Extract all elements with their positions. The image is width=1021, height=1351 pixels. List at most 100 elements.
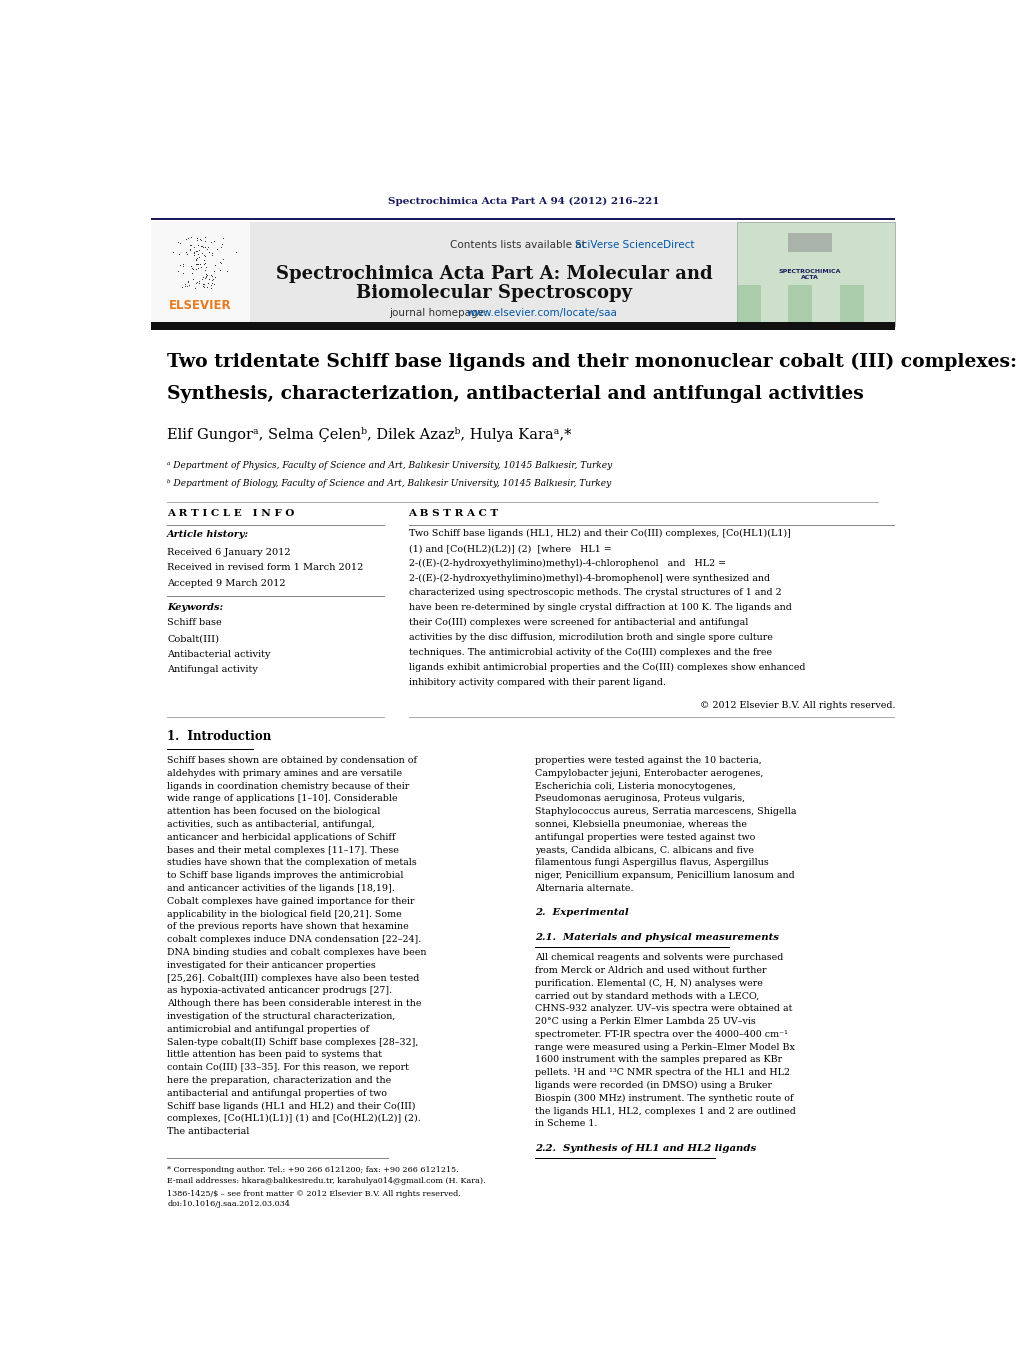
Text: A R T I C L E   I N F O: A R T I C L E I N F O — [167, 509, 295, 519]
Text: little attention has been paid to systems that: little attention has been paid to system… — [167, 1050, 382, 1059]
Text: ligands were recorded (in DMSO) using a Bruker: ligands were recorded (in DMSO) using a … — [535, 1081, 772, 1090]
Text: © 2012 Elsevier B.V. All rights reserved.: © 2012 Elsevier B.V. All rights reserved… — [699, 701, 895, 711]
Text: spectrometer. FT-IR spectra over the 4000–400 cm⁻¹: spectrometer. FT-IR spectra over the 400… — [535, 1029, 788, 1039]
Text: Cobalt complexes have gained importance for their: Cobalt complexes have gained importance … — [167, 897, 415, 905]
Text: Spectrochimica Acta Part A: Molecular and: Spectrochimica Acta Part A: Molecular an… — [276, 265, 713, 284]
Text: Article history:: Article history: — [167, 530, 249, 539]
Text: Escherichia coli, Listeria monocytogenes,: Escherichia coli, Listeria monocytogenes… — [535, 782, 736, 790]
Text: ligands exhibit antimicrobial properties and the Co(III) complexes show enhanced: ligands exhibit antimicrobial properties… — [408, 663, 805, 671]
Text: 20°C using a Perkin Elmer Lambda 25 UV–vis: 20°C using a Perkin Elmer Lambda 25 UV–v… — [535, 1017, 756, 1027]
Text: E-mail addresses: hkara@balikesiredu.tr, karahulya014@gmail.com (H. Kara).: E-mail addresses: hkara@balikesiredu.tr,… — [167, 1177, 486, 1185]
Text: as hypoxia-activated anticancer prodrugs [27].: as hypoxia-activated anticancer prodrugs… — [167, 986, 392, 996]
Text: Biospin (300 MHz) instrument. The synthetic route of: Biospin (300 MHz) instrument. The synthe… — [535, 1094, 793, 1102]
Bar — [788, 285, 812, 327]
Text: Contents lists available at: Contents lists available at — [450, 240, 589, 250]
Text: ᵃ Department of Physics, Faculty of Science and Art, Balıkesir University, 10145: ᵃ Department of Physics, Faculty of Scie… — [167, 462, 613, 470]
Text: sonnei, Klebsiella pneumoniae, whereas the: sonnei, Klebsiella pneumoniae, whereas t… — [535, 820, 747, 830]
Text: All chemical reagents and solvents were purchased: All chemical reagents and solvents were … — [535, 954, 783, 962]
Text: complexes, [Co(HL1)(L1)] (1) and [Co(HL2)(L2)] (2).: complexes, [Co(HL1)(L1)] (1) and [Co(HL2… — [167, 1115, 421, 1124]
Text: Received in revised form 1 March 2012: Received in revised form 1 March 2012 — [167, 563, 363, 573]
Text: doi:10.1016/j.saa.2012.03.034: doi:10.1016/j.saa.2012.03.034 — [167, 1201, 290, 1209]
Text: pellets. ¹H and ¹³C NMR spectra of the HL1 and HL2: pellets. ¹H and ¹³C NMR spectra of the H… — [535, 1069, 790, 1077]
Text: applicability in the biological field [20,21]. Some: applicability in the biological field [2… — [167, 909, 402, 919]
Text: 𝕰: 𝕰 — [193, 250, 208, 274]
Text: characterized using spectroscopic methods. The crystal structures of 1 and 2: characterized using spectroscopic method… — [408, 589, 781, 597]
Text: of the previous reports have shown that hexamine: of the previous reports have shown that … — [167, 923, 409, 931]
Text: purification. Elemental (C, H, N) analyses were: purification. Elemental (C, H, N) analys… — [535, 978, 763, 988]
Text: Antibacterial activity: Antibacterial activity — [167, 650, 271, 659]
Text: Accepted 9 March 2012: Accepted 9 March 2012 — [167, 580, 286, 588]
Bar — [737, 285, 761, 327]
Text: have been re-determined by single crystal diffraction at 100 K. The ligands and: have been re-determined by single crysta… — [408, 604, 791, 612]
Text: 1600 instrument with the samples prepared as KBr: 1600 instrument with the samples prepare… — [535, 1055, 782, 1065]
Text: their Co(III) complexes were screened for antibacterial and antifungal: their Co(III) complexes were screened fo… — [408, 619, 748, 627]
Text: * Corresponding author. Tel.: +90 266 6121200; fax: +90 266 6121215.: * Corresponding author. Tel.: +90 266 61… — [167, 1166, 458, 1174]
Text: antifungal properties were tested against two: antifungal properties were tested agains… — [535, 832, 756, 842]
Bar — [151, 323, 895, 330]
Text: the ligands HL1, HL2, complexes 1 and 2 are outlined: the ligands HL1, HL2, complexes 1 and 2 … — [535, 1106, 796, 1116]
Text: Synthesis, characterization, antibacterial and antifungal activities: Synthesis, characterization, antibacteri… — [167, 385, 864, 403]
Text: Received 6 January 2012: Received 6 January 2012 — [167, 547, 291, 557]
Text: 2-((E)-(2-hydroxyethylimino)methyl)-4-bromophenol] were synthesized and: 2-((E)-(2-hydroxyethylimino)methyl)-4-br… — [408, 574, 770, 582]
Text: Elif Gungorᵃ, Selma Çelenᵇ, Dilek Azazᵇ, Hulya Karaᵃ,*: Elif Gungorᵃ, Selma Çelenᵇ, Dilek Azazᵇ,… — [167, 427, 572, 442]
Text: Schiff base ligands (HL1 and HL2) and their Co(III): Schiff base ligands (HL1 and HL2) and th… — [167, 1101, 416, 1111]
Text: niger, Penicillium expansum, Penicillium lanosum and: niger, Penicillium expansum, Penicillium… — [535, 871, 795, 881]
Text: antibacterial and antifungal properties of two: antibacterial and antifungal properties … — [167, 1089, 387, 1098]
Text: in Scheme 1.: in Scheme 1. — [535, 1120, 597, 1128]
Text: Two tridentate Schiff base ligands and their mononuclear cobalt (III) complexes:: Two tridentate Schiff base ligands and t… — [167, 353, 1017, 372]
Bar — [151, 223, 250, 327]
Text: contain Co(III) [33–35]. For this reason, we report: contain Co(III) [33–35]. For this reason… — [167, 1063, 409, 1073]
Bar — [737, 223, 895, 327]
Text: yeasts, Candida albicans, C. albicans and five: yeasts, Candida albicans, C. albicans an… — [535, 846, 755, 855]
Text: SciVerse ScienceDirect: SciVerse ScienceDirect — [576, 240, 695, 250]
Text: here the preparation, characterization and the: here the preparation, characterization a… — [167, 1075, 391, 1085]
Text: Alternaria alternate.: Alternaria alternate. — [535, 884, 634, 893]
Text: DNA binding studies and cobalt complexes have been: DNA binding studies and cobalt complexes… — [167, 948, 427, 957]
Text: techniques. The antimicrobial activity of the Co(III) complexes and the free: techniques. The antimicrobial activity o… — [408, 648, 772, 657]
Text: and anticancer activities of the ligands [18,19].: and anticancer activities of the ligands… — [167, 884, 395, 893]
Text: Spectrochimica Acta Part A 94 (2012) 216–221: Spectrochimica Acta Part A 94 (2012) 216… — [388, 197, 659, 207]
Text: Pseudomonas aeruginosa, Proteus vulgaris,: Pseudomonas aeruginosa, Proteus vulgaris… — [535, 794, 745, 804]
Text: wide range of applications [1–10]. Considerable: wide range of applications [1–10]. Consi… — [167, 794, 398, 804]
Text: Schiff base: Schiff base — [167, 619, 222, 627]
Text: filamentous fungi Aspergillus flavus, Aspergillus: filamentous fungi Aspergillus flavus, As… — [535, 858, 769, 867]
Bar — [788, 232, 832, 251]
Text: Keywords:: Keywords: — [167, 603, 224, 612]
Text: www.elsevier.com/locate/saa: www.elsevier.com/locate/saa — [467, 308, 617, 317]
Text: The antibacterial: The antibacterial — [167, 1127, 249, 1136]
Text: to Schiff base ligands improves the antimicrobial: to Schiff base ligands improves the anti… — [167, 871, 403, 881]
Text: inhibitory activity compared with their parent ligand.: inhibitory activity compared with their … — [408, 678, 666, 686]
Text: 2.2.  Synthesis of HL1 and HL2 ligands: 2.2. Synthesis of HL1 and HL2 ligands — [535, 1144, 757, 1152]
Text: range were measured using a Perkin–Elmer Model Bx: range were measured using a Perkin–Elmer… — [535, 1043, 795, 1051]
Text: Biomolecular Spectroscopy: Biomolecular Spectroscopy — [356, 284, 632, 303]
Text: 2-((E)-(2-hydroxyethylimino)methyl)-4-chlorophenol   and   HL2 =: 2-((E)-(2-hydroxyethylimino)methyl)-4-ch… — [408, 559, 726, 567]
Text: 1.  Introduction: 1. Introduction — [167, 730, 272, 743]
Bar — [839, 285, 864, 327]
Text: SPECTROCHIMICA
ACTA: SPECTROCHIMICA ACTA — [778, 269, 841, 280]
Text: antimicrobial and antifungal properties of: antimicrobial and antifungal properties … — [167, 1025, 370, 1034]
Bar — [250, 223, 737, 327]
Text: (1) and [Co(HL2)(L2)] (2)  [where   HL1 =: (1) and [Co(HL2)(L2)] (2) [where HL1 = — [408, 544, 612, 553]
Text: [25,26]. Cobalt(III) complexes have also been tested: [25,26]. Cobalt(III) complexes have also… — [167, 974, 420, 982]
Text: attention has been focused on the biological: attention has been focused on the biolog… — [167, 808, 381, 816]
Text: studies have shown that the complexation of metals: studies have shown that the complexation… — [167, 858, 417, 867]
Text: Salen-type cobalt(II) Schiff base complexes [28–32],: Salen-type cobalt(II) Schiff base comple… — [167, 1038, 419, 1047]
Text: Cobalt(III): Cobalt(III) — [167, 634, 220, 643]
Text: bases and their metal complexes [11–17]. These: bases and their metal complexes [11–17].… — [167, 846, 399, 855]
Text: investigation of the structural characterization,: investigation of the structural characte… — [167, 1012, 395, 1021]
Text: Staphylococcus aureus, Serratia marcescens, Shigella: Staphylococcus aureus, Serratia marcesce… — [535, 808, 796, 816]
Text: aldehydes with primary amines and are versatile: aldehydes with primary amines and are ve… — [167, 769, 402, 778]
Text: Campylobacter jejuni, Enterobacter aerogenes,: Campylobacter jejuni, Enterobacter aerog… — [535, 769, 764, 778]
Text: ᵇ Department of Biology, Faculty of Science and Art, Balıkesir University, 10145: ᵇ Department of Biology, Faculty of Scie… — [167, 480, 612, 488]
Text: Two Schiff base ligands (HL1, HL2) and their Co(III) complexes, [Co(HL1)(L1)]: Two Schiff base ligands (HL1, HL2) and t… — [408, 530, 790, 538]
Text: A B S T R A C T: A B S T R A C T — [408, 509, 498, 519]
Text: activities by the disc diffusion, microdilution broth and single spore culture: activities by the disc diffusion, microd… — [408, 634, 773, 642]
Text: cobalt complexes induce DNA condensation [22–24].: cobalt complexes induce DNA condensation… — [167, 935, 422, 944]
Text: carried out by standard methods with a LECO,: carried out by standard methods with a L… — [535, 992, 760, 1001]
Text: investigated for their anticancer properties: investigated for their anticancer proper… — [167, 961, 376, 970]
Text: activities, such as antibacterial, antifungal,: activities, such as antibacterial, antif… — [167, 820, 375, 830]
Text: properties were tested against the 10 bacteria,: properties were tested against the 10 ba… — [535, 757, 762, 765]
Text: CHNS-932 analyzer. UV–vis spectra were obtained at: CHNS-932 analyzer. UV–vis spectra were o… — [535, 1004, 792, 1013]
Text: Although there has been considerable interest in the: Although there has been considerable int… — [167, 1000, 422, 1008]
Text: Schiff bases shown are obtained by condensation of: Schiff bases shown are obtained by conde… — [167, 757, 418, 765]
